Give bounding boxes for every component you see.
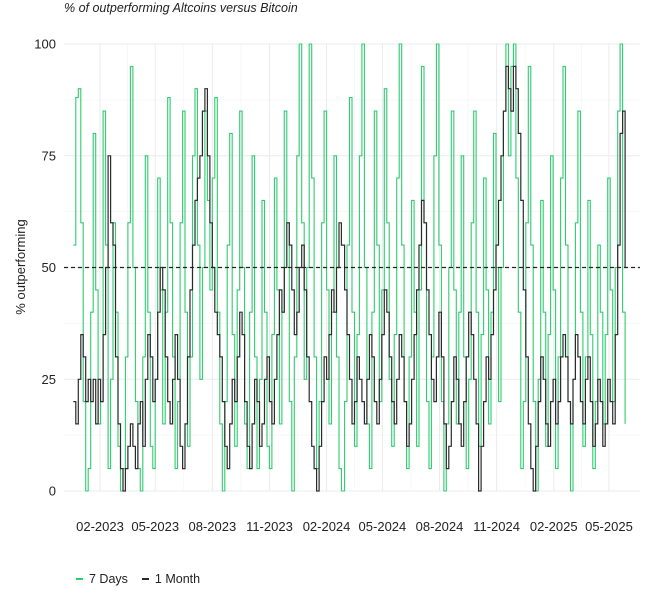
y-axis-ticks: 0 25 50 75 100 <box>34 37 56 499</box>
x-tick-label: 05-2025 <box>585 519 633 534</box>
x-tick-label: 05-2023 <box>131 519 179 534</box>
x-tick-label: 02-2024 <box>303 519 351 534</box>
legend-label-1-month: 1 Month <box>154 572 201 586</box>
x-tick-label: 08-2024 <box>416 519 464 534</box>
y-tick-label: 75 <box>42 148 56 163</box>
chart-title: % of outperforming Altcoins versus Bitco… <box>64 1 298 15</box>
series-line-1-month <box>73 65 626 492</box>
x-axis-ticks: 02-2023 05-2023 08-2023 11-2023 02-2024 05-20… <box>76 519 633 534</box>
legend-item-7-days: 7 Days <box>76 572 128 586</box>
y-tick-label: 0 <box>49 484 56 499</box>
y-tick-label: 25 <box>42 372 56 387</box>
y-tick-label: 100 <box>34 37 56 52</box>
legend-swatch-7-days <box>76 578 83 580</box>
x-tick-label: 02-2023 <box>76 519 124 534</box>
x-tick-label: 02-2025 <box>530 519 578 534</box>
x-tick-label: 05-2024 <box>359 519 407 534</box>
x-tick-label: 11-2024 <box>473 519 520 534</box>
series-layer <box>73 43 626 492</box>
y-axis-label: % outperforming <box>13 219 28 314</box>
legend-label-7-days: 7 Days <box>89 572 128 586</box>
legend-item-1-month: 1 Month <box>141 572 201 586</box>
legend: 7 Days 1 Month <box>76 572 200 586</box>
x-tick-label: 11-2023 <box>246 519 293 534</box>
y-tick-label: 50 <box>42 260 56 275</box>
x-tick-label: 08-2023 <box>188 519 236 534</box>
legend-swatch-1-month <box>141 578 149 580</box>
